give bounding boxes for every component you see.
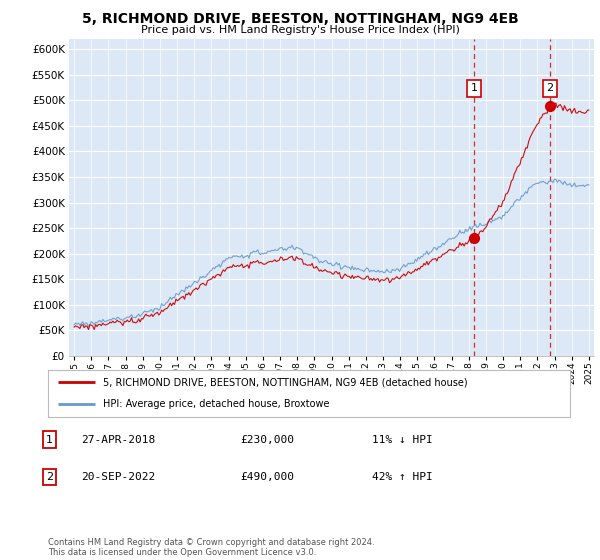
Text: 42% ↑ HPI: 42% ↑ HPI [372,472,433,482]
Text: £230,000: £230,000 [240,435,294,445]
Text: 5, RICHMOND DRIVE, BEESTON, NOTTINGHAM, NG9 4EB: 5, RICHMOND DRIVE, BEESTON, NOTTINGHAM, … [82,12,518,26]
Text: Contains HM Land Registry data © Crown copyright and database right 2024.
This d: Contains HM Land Registry data © Crown c… [48,538,374,557]
Text: 2: 2 [546,83,553,94]
Text: Price paid vs. HM Land Registry's House Price Index (HPI): Price paid vs. HM Land Registry's House … [140,25,460,35]
Text: 27-APR-2018: 27-APR-2018 [81,435,155,445]
Text: 2: 2 [46,472,53,482]
Text: 1: 1 [471,83,478,94]
Text: 11% ↓ HPI: 11% ↓ HPI [372,435,433,445]
Text: 1: 1 [46,435,53,445]
Text: 20-SEP-2022: 20-SEP-2022 [81,472,155,482]
Text: 5, RICHMOND DRIVE, BEESTON, NOTTINGHAM, NG9 4EB (detached house): 5, RICHMOND DRIVE, BEESTON, NOTTINGHAM, … [103,377,467,388]
Text: HPI: Average price, detached house, Broxtowe: HPI: Average price, detached house, Brox… [103,399,329,409]
Text: £490,000: £490,000 [240,472,294,482]
